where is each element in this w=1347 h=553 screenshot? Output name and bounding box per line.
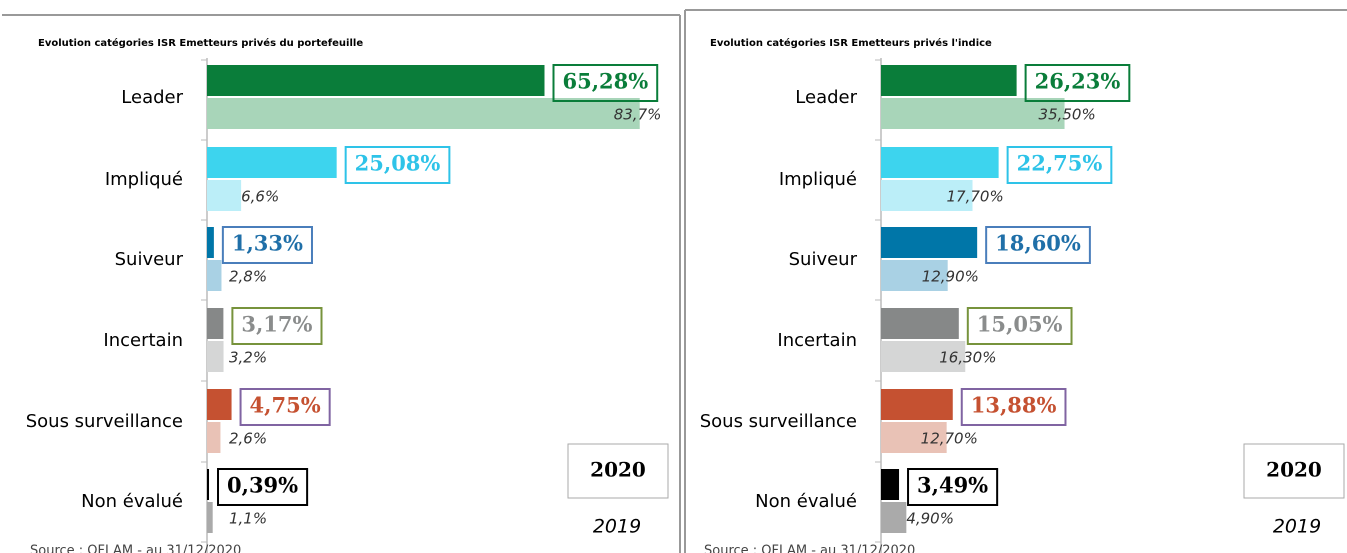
value-label-2020: 4,75% <box>250 393 321 418</box>
value-label-2020: 25,08% <box>355 151 441 176</box>
value-label-box <box>907 468 999 506</box>
bar-2019 <box>881 98 1065 129</box>
legend-box <box>1243 443 1345 499</box>
value-label-2019: 2,8% <box>229 268 267 286</box>
category-label: Leader <box>121 87 183 108</box>
value-label-box <box>1006 146 1113 184</box>
value-label-2020: 22,75% <box>1017 151 1103 176</box>
category-label: Non évalué <box>81 491 183 512</box>
value-label-2019: 17,70% <box>947 188 1004 206</box>
category-label: Sous surveillance <box>700 411 857 432</box>
chart-title: Evolution catégories ISR Emetteurs privé… <box>38 37 363 49</box>
source-note: Source : OFI AM - au 31/12/2020 <box>704 544 915 553</box>
category-label: Impliqué <box>105 169 183 190</box>
bar-2019 <box>207 180 242 211</box>
bar-2019 <box>881 341 966 372</box>
value-label-box <box>552 64 659 102</box>
value-label-box <box>960 388 1067 426</box>
bar-2020 <box>207 65 545 96</box>
bar-2019 <box>881 502 907 533</box>
category-label: Non évalué <box>755 491 857 512</box>
bar-2020 <box>881 147 999 178</box>
value-label-2020: 0,39% <box>227 473 298 498</box>
value-label-2019: 35,50% <box>1039 106 1096 124</box>
bar-2019 <box>881 180 973 211</box>
bar-2020 <box>881 308 959 339</box>
source-note: Source : OFI AM - au 31/12/2020 <box>30 544 241 553</box>
value-label-2020: 26,23% <box>1035 69 1121 94</box>
value-label-2020: 18,60% <box>995 231 1081 256</box>
legend-2020: 2020 <box>1266 458 1322 482</box>
value-label-box <box>239 388 331 426</box>
value-label-2019: 2,6% <box>229 430 267 448</box>
value-label-2019: 1,1% <box>229 510 267 528</box>
category-label: Suiveur <box>115 249 184 270</box>
bar-2020 <box>881 65 1017 96</box>
bar-2020 <box>207 227 214 258</box>
bar-2020 <box>881 389 953 420</box>
legend-box <box>567 443 669 499</box>
value-label-2020: 3,49% <box>917 473 988 498</box>
legend-2019: 2019 <box>1273 516 1321 538</box>
category-label: Impliqué <box>779 169 857 190</box>
value-label-box <box>985 226 1091 264</box>
bar-2020 <box>207 389 232 420</box>
bar-2019 <box>207 502 213 533</box>
value-label-2019: 12,70% <box>921 430 978 448</box>
value-label-2019: 16,30% <box>939 349 996 367</box>
value-label-2020: 65,28% <box>562 69 648 94</box>
bar-2019 <box>881 422 947 453</box>
value-label-2019: 4,90% <box>906 510 954 528</box>
value-label-box <box>1024 64 1131 102</box>
value-label-box <box>966 307 1073 345</box>
value-label-2019: 83,7% <box>614 106 662 124</box>
bar-2019 <box>207 422 221 453</box>
value-label-2020: 1,33% <box>232 231 303 256</box>
category-label: Leader <box>795 87 857 108</box>
value-label-box <box>231 307 323 345</box>
bar-2020 <box>207 147 337 178</box>
value-label-2020: 3,17% <box>241 312 312 337</box>
category-label: Incertain <box>103 330 183 351</box>
bar-2019 <box>207 260 222 291</box>
value-label-box <box>221 226 313 264</box>
bar-2020 <box>881 227 978 258</box>
bar-2019 <box>207 98 640 129</box>
value-label-2019: 12,90% <box>922 268 979 286</box>
category-label: Incertain <box>777 330 857 351</box>
legend-2019: 2019 <box>593 516 641 538</box>
value-label-2019: 3,2% <box>229 349 267 367</box>
bar-2019 <box>207 341 224 372</box>
chart-title: Evolution catégories ISR Emetteurs privé… <box>710 37 992 49</box>
bar-2020 <box>207 308 224 339</box>
bar-2019 <box>881 260 948 291</box>
category-label: Suiveur <box>789 249 858 270</box>
value-label-box <box>217 468 309 506</box>
bar-2020 <box>207 469 210 500</box>
value-label-2020: 13,88% <box>971 393 1057 418</box>
value-label-2020: 15,05% <box>977 312 1063 337</box>
value-label-box <box>344 146 451 184</box>
category-label: Sous surveillance <box>26 411 183 432</box>
value-label-2019: 6,6% <box>241 188 279 206</box>
legend-2020: 2020 <box>590 458 646 482</box>
bar-2020 <box>881 469 900 500</box>
